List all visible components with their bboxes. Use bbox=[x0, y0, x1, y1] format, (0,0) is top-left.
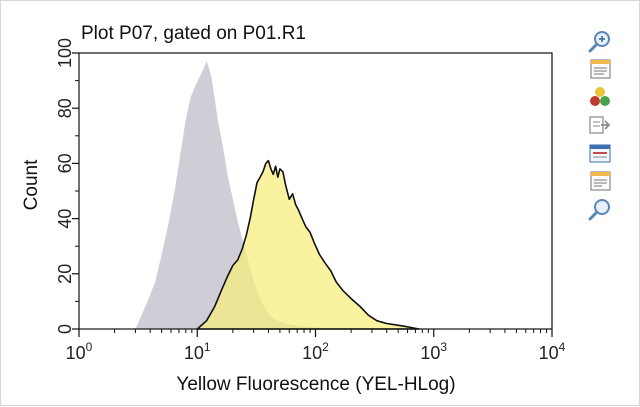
properties-button[interactable] bbox=[585, 57, 615, 81]
export-icon bbox=[589, 116, 611, 134]
y-tick-label: 100 bbox=[55, 38, 75, 68]
x-tick-label: 103 bbox=[420, 340, 447, 363]
x-tick-label: 100 bbox=[66, 340, 93, 363]
x-tick-label: 104 bbox=[539, 340, 566, 363]
notes-button[interactable] bbox=[585, 169, 615, 193]
plot-area bbox=[135, 61, 420, 330]
zoom-in-icon bbox=[588, 31, 610, 53]
zoom-out-icon bbox=[588, 199, 610, 221]
zoom-in-button[interactable] bbox=[585, 29, 615, 53]
color-gates-button[interactable] bbox=[585, 85, 615, 109]
properties-icon bbox=[590, 59, 611, 79]
export-button[interactable] bbox=[585, 113, 615, 137]
axes: 100 101 102 103 104 0 20 40 60 80 100 bbox=[55, 38, 566, 363]
color-gates-icon bbox=[590, 87, 610, 106]
window-button[interactable] bbox=[585, 141, 615, 165]
y-tick-label: 40 bbox=[55, 209, 75, 229]
notes-icon bbox=[590, 171, 611, 191]
control-histogram bbox=[135, 61, 343, 330]
y-tick-label: 60 bbox=[55, 153, 75, 173]
zoom-out-button[interactable] bbox=[585, 197, 615, 221]
x-axis-label: Yellow Fluorescence (YEL-HLog) bbox=[176, 374, 455, 395]
window-icon bbox=[589, 144, 611, 163]
y-tick-label: 80 bbox=[55, 98, 75, 118]
y-tick-label: 0 bbox=[55, 324, 75, 334]
chart-title: Plot P07, gated on P01.R1 bbox=[81, 23, 306, 44]
x-tick-label: 102 bbox=[302, 340, 329, 363]
plot-toolbar bbox=[585, 29, 621, 225]
sample-histogram bbox=[196, 159, 420, 330]
x-tick-label: 101 bbox=[184, 340, 211, 363]
y-axis-label: Count bbox=[21, 159, 42, 210]
y-tick-label: 20 bbox=[55, 264, 75, 284]
